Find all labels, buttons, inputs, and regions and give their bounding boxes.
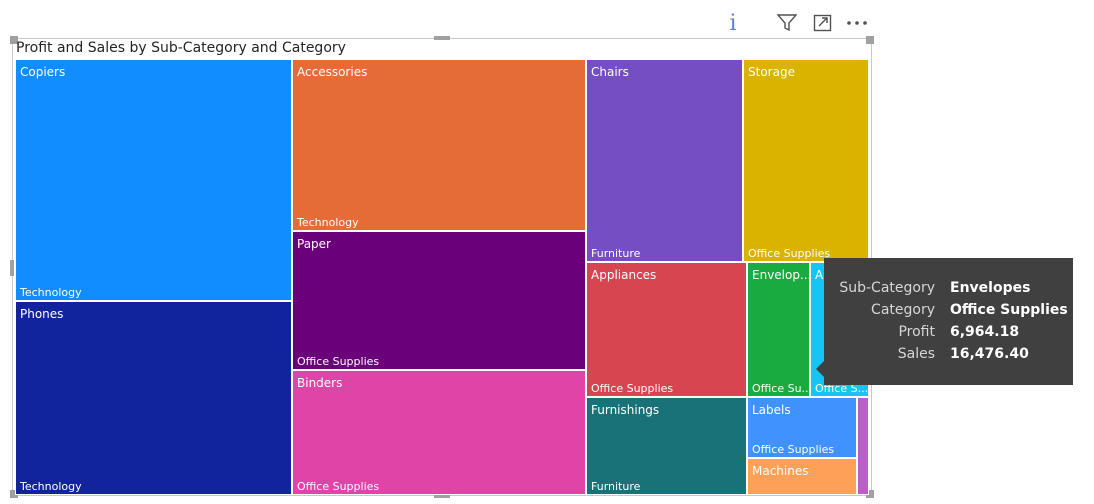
focus-mode-icon[interactable] [810,10,836,36]
treemap-tile[interactable]: Storage Office Supplies [743,59,869,262]
treemap-tile[interactable]: Machines [747,458,857,495]
tile-category-label: Furniture [591,480,641,493]
info-glyph: i [729,10,737,36]
treemap-tile[interactable] [857,397,869,495]
resize-handle-top-right[interactable] [866,36,874,44]
focus-mode-icon-svg [813,14,832,32]
treemap-tile[interactable]: Envelop... Office Su... [747,262,810,397]
tooltip-value: Office Supplies [950,302,1068,318]
tile-label: Chairs [591,65,629,79]
more-options-icon-svg [847,21,867,25]
tile-category-label: Office S... [815,382,869,395]
tooltip-arrow [816,361,824,377]
treemap-tile[interactable]: Binders Office Supplies [292,370,586,495]
tile-category-label: Office Supplies [748,247,831,260]
tile-category-label: Office Supplies [591,382,674,395]
tooltip-row: Sub-Category Envelopes [824,280,1073,300]
tile-label: A [815,268,824,282]
filter-icon-svg [777,14,797,32]
tile-category-label: Technology [20,286,82,299]
resize-handle-top[interactable] [434,36,450,40]
resize-handle-left[interactable] [10,260,14,276]
tooltip-row: Profit 6,964.18 [824,324,1073,344]
treemap-tile[interactable]: Accessories Technology [292,59,586,231]
tooltip-value: 16,476.40 [950,346,1029,362]
resize-handle-bottom-left[interactable] [10,490,18,498]
treemap-tile[interactable]: Chairs Furniture [586,59,743,262]
treemap-tile[interactable]: Appliances Office Supplies [586,262,747,397]
tile-label: Furnishings [591,403,660,417]
tile-label: Copiers [20,65,66,79]
tooltip-key: Sales [897,346,935,362]
treemap-tile[interactable]: Paper Office Supplies [292,231,586,370]
tooltip-row: Category Office Supplies [824,302,1073,322]
tooltip-key: Category [871,302,935,318]
treemap-tile[interactable]: Labels Office Supplies [747,397,857,458]
tile-category-label: Office Supplies [752,443,835,456]
tile-label: Storage [748,65,795,79]
tile-category-label: Office Supplies [297,355,380,368]
tooltip-key: Sub-Category [839,280,935,296]
tile-label: Appliances [591,268,657,282]
tile-category-label: Technology [297,216,359,229]
treemap-tile[interactable]: Phones Technology [15,301,292,495]
treemap-tile[interactable]: Copiers Technology [15,59,292,301]
info-icon[interactable]: i [720,10,746,36]
tile-label: Labels [752,403,791,417]
chart-title: Profit and Sales by Sub-Category and Cat… [16,40,346,56]
tile-label: Accessories [297,65,368,79]
tile-label: Phones [20,307,64,321]
tile-category-label: Office Su... [752,382,810,395]
tooltip-key: Profit [898,324,935,340]
filter-icon[interactable] [774,10,800,36]
tile-label: Machines [752,464,809,478]
tile-label: Paper [297,237,331,251]
tile-category-label: Furniture [591,247,641,260]
treemap-tile[interactable]: Furnishings Furniture [586,397,747,495]
tile-label: Binders [297,376,343,390]
tooltip-row: Sales 16,476.40 [824,346,1073,366]
resize-handle-top-left[interactable] [10,36,18,44]
tile-category-label: Office Supplies [297,480,380,493]
tooltip-value: 6,964.18 [950,324,1020,340]
tooltip: Sub-Category Envelopes Category Office Supp… [824,258,1073,385]
more-options-icon[interactable] [844,10,870,36]
tile-label: Envelop... [752,268,810,282]
tile-category-label: Technology [20,480,82,493]
resize-handle-bottom-right[interactable] [866,490,874,498]
tooltip-value: Envelopes [950,280,1031,296]
resize-handle-bottom[interactable] [434,494,450,498]
